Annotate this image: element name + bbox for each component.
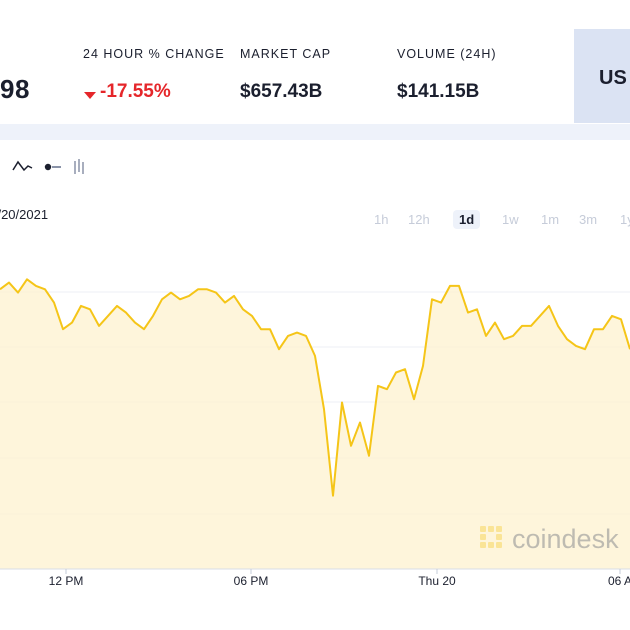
x-axis-ticks: 12 PM 06 PM Thu 20 06 A: [49, 569, 630, 588]
range-1m[interactable]: 1m: [541, 212, 560, 227]
candlestick-icon[interactable]: [74, 159, 84, 174]
market-cap-value: $657.43B: [240, 81, 323, 102]
range-selector: 1h 12h 1d 1w 1m 3m 1y: [0, 210, 630, 232]
x-tick-label: 12 PM: [49, 574, 84, 588]
coindesk-logo-icon: [480, 526, 502, 548]
dot-line-icon[interactable]: [44, 163, 61, 171]
price-area-fill: [0, 279, 630, 569]
change-24h-value: -17.55%: [100, 81, 171, 102]
range-1d[interactable]: 1d: [453, 210, 481, 229]
volume-value: $141.15B: [397, 81, 480, 102]
watermark-text: coindesk: [512, 524, 619, 554]
price-line: [0, 278, 630, 497]
range-3m[interactable]: 3m: [579, 212, 598, 227]
x-tick-label: 06 PM: [234, 574, 269, 588]
range-1w[interactable]: 1w: [502, 212, 519, 227]
currency-selector[interactable]: US: [574, 29, 630, 123]
down-arrow-icon: [84, 92, 96, 99]
stats-bar: [0, 0, 630, 128]
volume-label: VOLUME (24H): [397, 47, 497, 61]
range-12h[interactable]: 12h: [408, 212, 430, 227]
coindesk-watermark: coindesk: [480, 524, 619, 554]
x-tick-label: Thu 20: [418, 574, 456, 588]
currency-label: US: [599, 67, 627, 89]
price-value: 98: [0, 74, 30, 104]
stats-bar-divider: [0, 124, 630, 140]
chart-date-label: 05/20/2021: [0, 207, 49, 222]
range-1y[interactable]: 1y: [620, 212, 630, 227]
range-1h[interactable]: 1h: [374, 212, 389, 227]
change-24h-label: 24 HOUR % CHANGE: [83, 47, 225, 61]
market-cap-label: MARKET CAP: [240, 47, 332, 61]
line-chart-icon[interactable]: [12, 160, 33, 172]
x-tick-label: 06 A: [608, 574, 630, 588]
